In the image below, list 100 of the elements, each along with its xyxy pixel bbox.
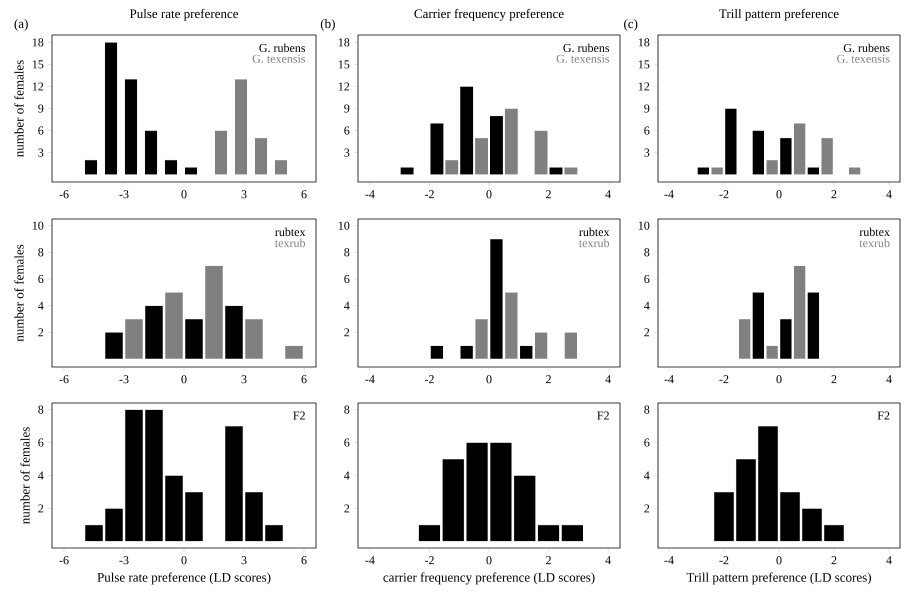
x-tick-label: 2	[546, 190, 551, 198]
chart-title: Carrier frequency preference	[414, 8, 564, 21]
x-tick-label: 0	[486, 190, 492, 198]
y-tick-label: 2	[344, 328, 350, 336]
chart-title: Pulse rate preference	[130, 8, 238, 21]
text: texrub	[859, 238, 890, 248]
x-axis-title: Trill pattern preference (LD scores)	[686, 572, 871, 584]
y-tick-label: 12	[638, 82, 650, 90]
y-tick-label: 6	[38, 274, 44, 284]
x-tick-label: 0	[486, 375, 492, 384]
x-tick-label: 4	[886, 375, 892, 384]
x-tick-label: 0	[776, 190, 782, 198]
chart-title: Trill pattern preference	[719, 8, 839, 21]
y-tick-label: 15	[638, 60, 650, 68]
x-tick-label: -2	[719, 190, 728, 198]
y-tick-label: 18	[638, 38, 650, 46]
bar	[234, 78, 248, 175]
x-tick-label: 4	[886, 190, 892, 198]
y-tick-label: 18	[338, 38, 350, 46]
text: G. texensis	[556, 54, 610, 63]
y-tick-label: 6	[644, 438, 650, 447]
x-tick-label: -6	[59, 190, 69, 198]
x-axis-title: Pulse rate preference (LD scores)	[97, 572, 270, 584]
bar	[214, 130, 228, 175]
x-tick-label: -2	[424, 556, 434, 564]
text: (b)	[320, 19, 335, 31]
y-tick-label: 6	[344, 126, 350, 135]
x-tick-label: -6	[59, 556, 69, 564]
y-axis-title: number of females	[14, 244, 24, 342]
text: G. rubens	[563, 44, 610, 52]
y-tick-label: 15	[32, 60, 44, 68]
y-tick-label: 6	[38, 126, 44, 135]
text: (a)	[14, 19, 28, 31]
text: F2	[878, 412, 890, 420]
x-tick-label: -6	[59, 375, 69, 384]
bar	[274, 160, 288, 175]
y-tick-label: 2	[344, 504, 350, 512]
x-tick-label: -2	[424, 190, 434, 198]
text: F2	[597, 412, 609, 420]
x-tick-label: 0	[776, 556, 782, 564]
text: rubtex	[860, 228, 890, 236]
x-tick-label: 0	[181, 375, 187, 384]
y-tick-label: 4	[344, 472, 350, 480]
text: (c)	[624, 19, 638, 31]
y-tick-label: 8	[38, 406, 44, 414]
y-tick-label: 10	[338, 222, 350, 230]
x-tick-label: 3	[242, 375, 247, 384]
bar	[400, 167, 414, 175]
bar	[430, 345, 444, 360]
y-tick-label: 9	[38, 104, 44, 113]
y-tick-label: 9	[644, 104, 650, 113]
text: G. rubens	[844, 44, 890, 52]
bar	[284, 345, 304, 360]
x-tick-label: -2	[719, 375, 728, 384]
x-tick-label: 4	[605, 556, 611, 564]
y-tick-label: 4	[38, 472, 44, 480]
x-tick-label: 2	[546, 375, 551, 384]
x-tick-label: 6	[302, 375, 307, 384]
bar	[104, 42, 118, 175]
x-tick-label: 6	[302, 556, 307, 564]
x-tick-label: 2	[832, 375, 836, 384]
x-tick-label: 2	[832, 190, 836, 198]
y-tick-label: 4	[38, 302, 44, 310]
bar	[84, 160, 98, 175]
y-tick-label: 6	[644, 126, 650, 135]
y-tick-label: 18	[32, 38, 44, 46]
y-tick-label: 2	[38, 504, 44, 512]
y-tick-label: 3	[344, 148, 350, 157]
x-tick-label: 3	[242, 190, 247, 198]
x-axis-title: carrier frequency preference (LD scores)	[383, 572, 595, 584]
x-tick-label: -3	[119, 190, 129, 198]
y-tick-label: 15	[338, 60, 350, 68]
x-tick-label: -4	[365, 375, 375, 384]
y-tick-label: 4	[644, 472, 650, 480]
y-tick-label: 6	[644, 274, 650, 284]
x-tick-label: 3	[242, 556, 247, 564]
text: texrub	[274, 238, 306, 248]
bar	[124, 78, 138, 175]
x-tick-label: 0	[181, 556, 187, 564]
x-tick-label: -3	[119, 556, 129, 564]
text: G. texensis	[837, 54, 890, 63]
x-tick-label: 0	[486, 556, 492, 564]
text: rubtex	[579, 228, 610, 236]
x-tick-label: 0	[776, 375, 782, 384]
y-tick-label: 8	[344, 406, 350, 414]
x-tick-label: -4	[664, 190, 674, 198]
y-tick-label: 8	[344, 248, 350, 256]
bar	[184, 167, 198, 175]
y-tick-label: 3	[38, 148, 44, 157]
x-tick-label: -2	[424, 375, 434, 384]
y-tick-label: 9	[344, 104, 350, 113]
x-tick-label: -4	[664, 556, 674, 564]
y-tick-label: 2	[38, 328, 44, 336]
bar	[564, 332, 578, 360]
y-axis-title: number of females	[20, 427, 30, 524]
x-tick-label: 0	[181, 190, 187, 198]
y-tick-label: 8	[644, 406, 650, 414]
y-tick-label: 6	[344, 438, 350, 447]
x-tick-label: 2	[832, 556, 836, 564]
series-label: G. texensis	[252, 54, 306, 63]
